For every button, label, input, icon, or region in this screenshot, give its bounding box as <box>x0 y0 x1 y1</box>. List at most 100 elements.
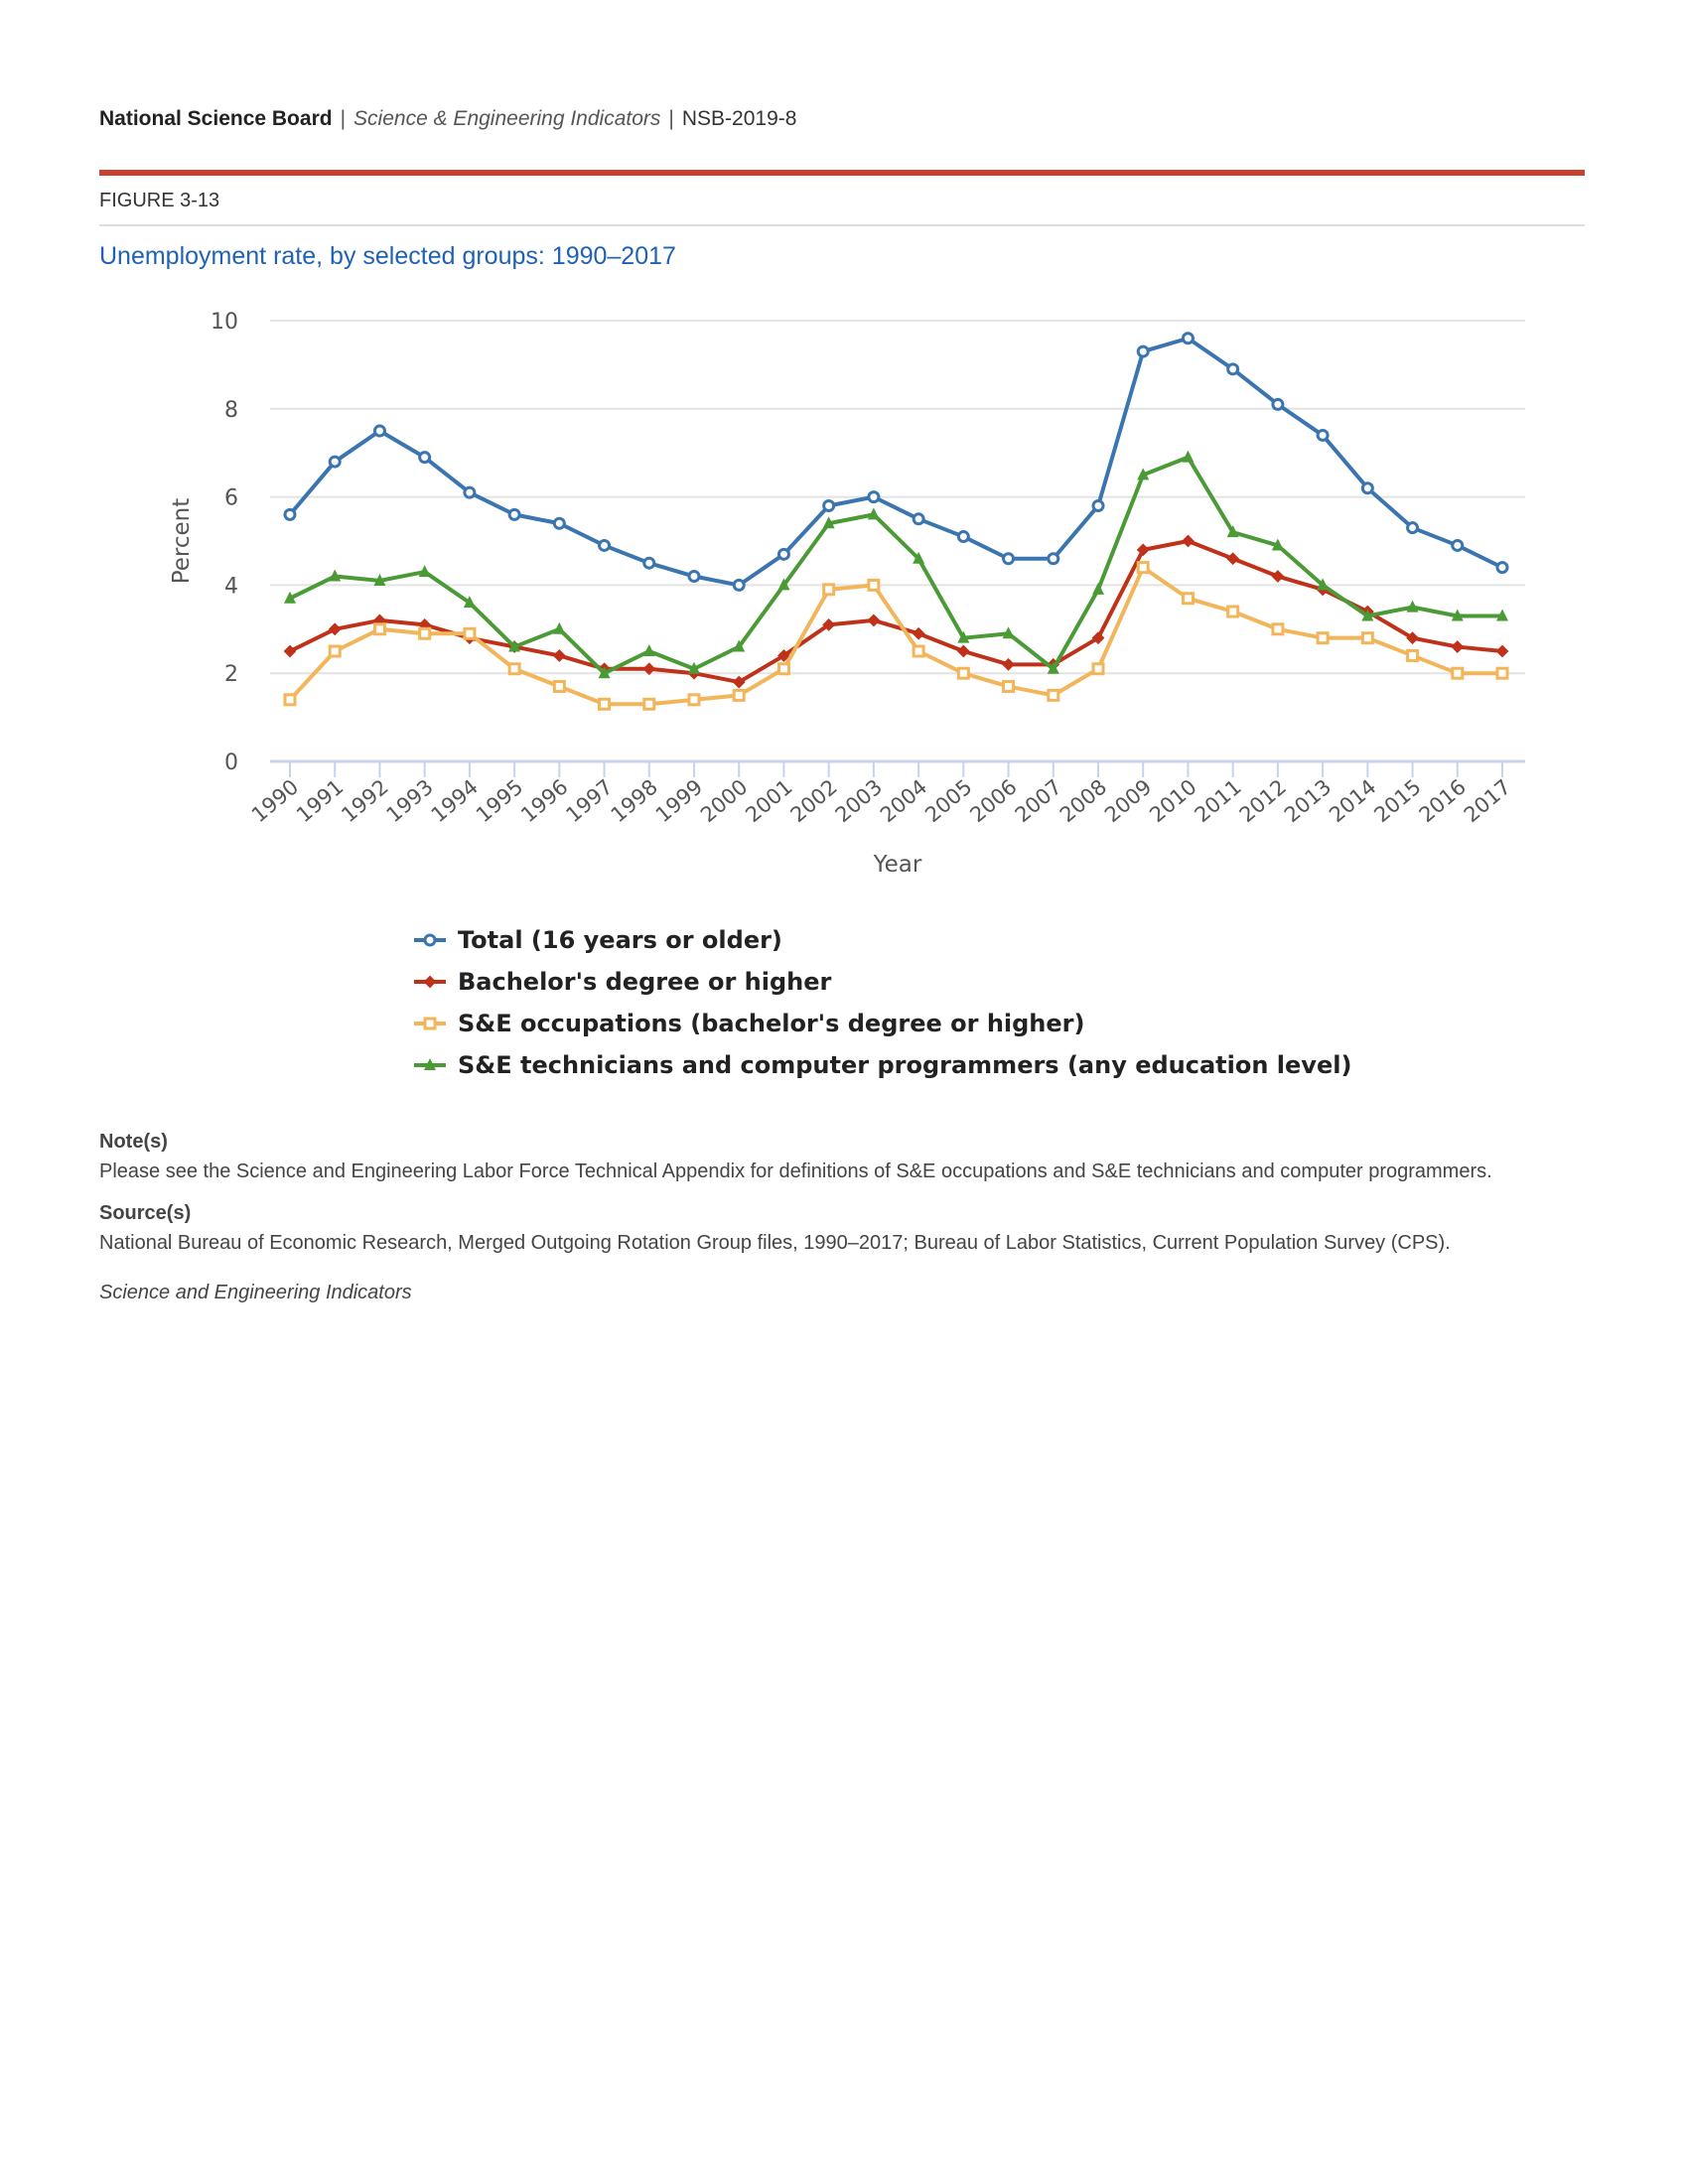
x-tick-label: 2009 <box>1100 774 1156 827</box>
data-point <box>1137 468 1150 480</box>
data-point <box>822 498 836 512</box>
data-point <box>732 688 746 702</box>
notes-heading: Note(s) <box>99 1131 168 1153</box>
data-point <box>463 596 476 609</box>
data-point <box>553 621 566 634</box>
data-point <box>1360 631 1374 645</box>
y-tick-label: 6 <box>224 486 238 511</box>
data-point <box>1091 662 1105 676</box>
data-point <box>598 538 612 552</box>
data-point <box>283 644 297 658</box>
data-point <box>1226 362 1240 376</box>
data-point <box>913 551 925 564</box>
data-point <box>1451 609 1464 621</box>
data-point <box>642 662 656 676</box>
divider <box>99 224 1585 226</box>
data-point <box>1271 622 1285 636</box>
data-point <box>507 507 521 521</box>
header-rule <box>99 170 1585 176</box>
x-tick-label: 2016 <box>1415 774 1471 827</box>
figure-label: FIGURE 3-13 <box>99 190 220 211</box>
data-point <box>1495 561 1509 575</box>
legend-swatch <box>414 1017 446 1030</box>
data-point <box>957 630 970 643</box>
data-point <box>1271 397 1285 411</box>
data-point <box>1226 552 1240 566</box>
data-point <box>552 680 566 694</box>
x-tick-label: 2012 <box>1235 774 1291 827</box>
data-point <box>372 424 386 438</box>
x-tick-label: 1993 <box>382 774 438 827</box>
y-axis-label: Percent <box>169 498 195 585</box>
y-tick-label: 8 <box>224 398 238 423</box>
legend-marker <box>423 1017 437 1030</box>
series-1 <box>283 534 1509 689</box>
x-tick-label: 2003 <box>831 774 887 827</box>
data-point <box>1047 661 1059 674</box>
series-3 <box>284 450 1508 679</box>
data-point <box>1495 666 1509 680</box>
data-point <box>956 666 970 680</box>
x-tick-label: 1997 <box>561 774 617 827</box>
data-point <box>733 639 746 652</box>
data-point <box>1002 657 1015 671</box>
x-tick-label: 2014 <box>1325 774 1380 827</box>
legend-marker <box>424 1058 436 1070</box>
x-tick-label: 1991 <box>292 774 348 827</box>
data-point <box>329 569 342 582</box>
data-point <box>1047 688 1060 702</box>
publication-name: Science & Engineering Indicators <box>353 107 661 130</box>
report-header: National Science Board | Science & Enginee… <box>99 107 796 131</box>
x-tick-label: 2013 <box>1280 774 1336 827</box>
data-point <box>283 693 297 707</box>
data-point <box>912 644 925 658</box>
data-point <box>822 583 836 597</box>
data-point <box>956 530 970 544</box>
series-2 <box>283 561 1509 711</box>
data-point <box>867 614 881 627</box>
data-point <box>867 578 881 592</box>
data-point <box>776 662 790 676</box>
data-point <box>283 507 297 521</box>
data-point <box>1316 428 1330 442</box>
legend-item: Bachelor's degree or higher <box>412 961 1351 1003</box>
legend-swatch <box>414 933 446 947</box>
source-heading: Source(s) <box>99 1202 192 1224</box>
data-point <box>867 507 880 520</box>
data-point <box>687 570 701 584</box>
data-point <box>1091 631 1105 645</box>
data-point <box>732 578 746 592</box>
legend-swatch <box>414 975 446 989</box>
data-point <box>1002 680 1016 694</box>
legend-marker <box>423 933 437 947</box>
x-tick-label: 1998 <box>607 774 662 827</box>
series-line <box>288 336 1503 588</box>
notes-section: Note(s) Please see the Science and Engin… <box>99 1128 1589 1306</box>
x-tick-label: 1999 <box>651 774 707 827</box>
legend-label: S&E technicians and computer programmers… <box>458 1051 1352 1079</box>
x-tick-label: 1995 <box>472 774 527 827</box>
data-point <box>822 516 835 529</box>
data-point <box>776 547 790 561</box>
data-point <box>418 565 431 578</box>
footer-text: Science and Engineering Indicators <box>99 1282 412 1303</box>
series-line <box>288 565 1502 707</box>
source-text: National Bureau of Economic Research, Me… <box>99 1232 1451 1254</box>
x-tick-label: 2017 <box>1460 774 1515 827</box>
x-tick-label: 2010 <box>1145 774 1200 827</box>
line-chart: 0246810199019911992199319941995199619971… <box>169 310 1525 878</box>
data-point <box>912 626 925 640</box>
data-point <box>777 578 790 591</box>
data-point <box>1451 640 1465 653</box>
org-name: National Science Board <box>99 107 333 130</box>
y-tick-label: 4 <box>224 574 238 599</box>
series-0 <box>283 332 1509 592</box>
y-tick-label: 2 <box>224 662 238 687</box>
data-point <box>956 644 970 658</box>
data-point <box>284 591 296 604</box>
legend-item: Total (16 years or older) <box>412 919 1351 961</box>
legend-swatch <box>414 1058 446 1070</box>
data-point <box>463 626 477 640</box>
data-point <box>373 573 386 586</box>
x-tick-label: 1994 <box>427 774 483 827</box>
